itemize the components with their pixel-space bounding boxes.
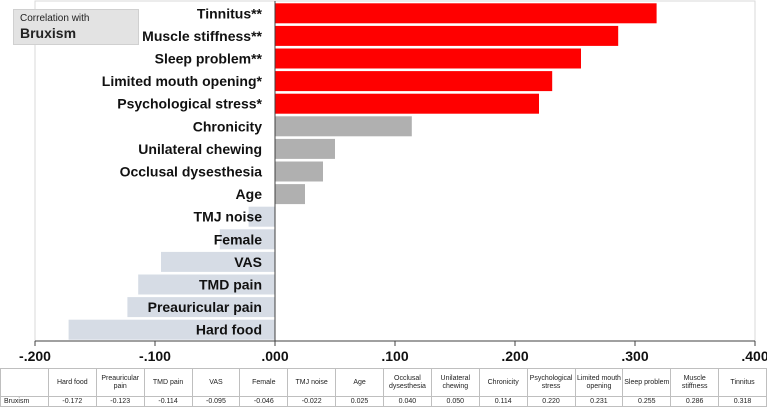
bar: [275, 116, 412, 137]
bar: [275, 3, 657, 24]
bar: [138, 274, 275, 295]
bar-label: VAS: [234, 254, 262, 270]
table-header-row: Hard food Preauricular pain TMD pain VAS Fem…: [0, 368, 767, 397]
bar-label: Hard food: [196, 322, 262, 338]
bar: [275, 93, 539, 114]
bar: [68, 319, 275, 340]
table-header-cell: VAS: [191, 368, 241, 397]
bar: [275, 71, 553, 92]
bar: [127, 297, 276, 318]
bar-chart: Tinnitus** Muscle stiffness** Sleep proble…: [19, 0, 767, 364]
bar-labels-group: Tinnitus** Muscle stiffness** Sleep proble…: [102, 5, 263, 337]
x-tick-label: -.200: [19, 348, 51, 364]
x-tick-label: -.100: [139, 348, 171, 364]
bar-label: Preauricular pain: [148, 299, 262, 315]
bar-label: Female: [214, 231, 262, 247]
table-header-cell: TMD pain: [143, 368, 193, 397]
bar: [219, 229, 275, 250]
x-axis: -.200 -.100 .000 .100 .200 .300 .400: [19, 340, 767, 364]
x-tick-label: .200: [501, 348, 528, 364]
table-header-cell: Chronicity: [478, 368, 528, 397]
table-header-cell: Limited mouth opening: [574, 368, 624, 397]
bar-label: Psychological stress*: [117, 96, 262, 112]
bars-group: [68, 3, 657, 340]
bar-label: Sleep problem**: [155, 51, 263, 67]
table-value-cell: -0.022: [287, 396, 337, 407]
table-header-cell: Psychological stress: [526, 368, 576, 397]
legend-title-small: Correlation with: [20, 13, 90, 24]
table-header-cell: Unilateral chewing: [430, 368, 480, 397]
table-header-cell: Female: [239, 368, 289, 397]
table-header-cell: TMJ noise: [287, 368, 337, 397]
table-value-cell: -0.123: [95, 396, 145, 407]
table-header-cell: Preauricular pain: [95, 368, 145, 397]
bar-label: Unilateral chewing: [138, 141, 262, 157]
table-row-label: Bruxism: [0, 396, 49, 407]
table-value-cell: 0.220: [526, 396, 576, 407]
legend-title-big: Bruxism: [20, 25, 77, 41]
bar-label: Age: [236, 186, 263, 202]
table-value-cell: -0.095: [191, 396, 241, 407]
bar: [248, 206, 275, 227]
table-header-cell: Sleep problem: [622, 368, 672, 397]
table-value-cell: 0.231: [574, 396, 624, 407]
bar-label: Tinnitus**: [197, 5, 263, 21]
table-value-cell: -0.046: [239, 396, 289, 407]
table-value-cell: 0.040: [383, 396, 432, 407]
table-header-cell: Age: [335, 368, 384, 397]
bar-label: TMJ noise: [194, 209, 263, 225]
bar: [275, 25, 619, 46]
bar-label: Muscle stiffness**: [142, 28, 262, 44]
bar: [275, 48, 581, 69]
x-tick-label: .100: [381, 348, 408, 364]
table-value-cell: 0.286: [670, 396, 720, 407]
bar: [275, 184, 305, 205]
table-value-cell: -0.114: [143, 396, 193, 407]
table-value-cell: 0.255: [622, 396, 672, 407]
bar-label: TMD pain: [199, 277, 262, 293]
table-value-cell: 0.318: [718, 396, 767, 407]
table-value-cell: -0.172: [47, 396, 97, 407]
legend-box: Correlation with Bruxism: [13, 9, 139, 45]
bar: [275, 161, 323, 182]
table-value-cell: 0.050: [430, 396, 480, 407]
bar: [275, 138, 335, 159]
table-header-cell: Occlusal dysesthesia: [383, 368, 432, 397]
correlation-table: Hard food Preauricular pain TMD pain VAS Fem…: [0, 368, 767, 407]
table-value-row: Bruxism -0.172 -0.123 -0.114 -0.095 -0.046 -0…: [0, 396, 767, 407]
bar-label: Occlusal dysesthesia: [120, 164, 263, 180]
table-header-cell: Tinnitus: [718, 368, 767, 397]
x-tick-label: .400: [741, 348, 767, 364]
x-tick-label: .000: [261, 348, 288, 364]
table-header-cell: Muscle stiffness: [670, 368, 720, 397]
table-value-cell: 0.025: [335, 396, 384, 407]
x-tick-label: .300: [621, 348, 648, 364]
bar-label: Chronicity: [193, 118, 262, 134]
table-corner-cell: [0, 368, 49, 397]
table-value-cell: 0.114: [478, 396, 528, 407]
bar-label: Limited mouth opening*: [102, 73, 263, 89]
bar: [161, 251, 275, 272]
table-header-cell: Hard food: [47, 368, 97, 397]
